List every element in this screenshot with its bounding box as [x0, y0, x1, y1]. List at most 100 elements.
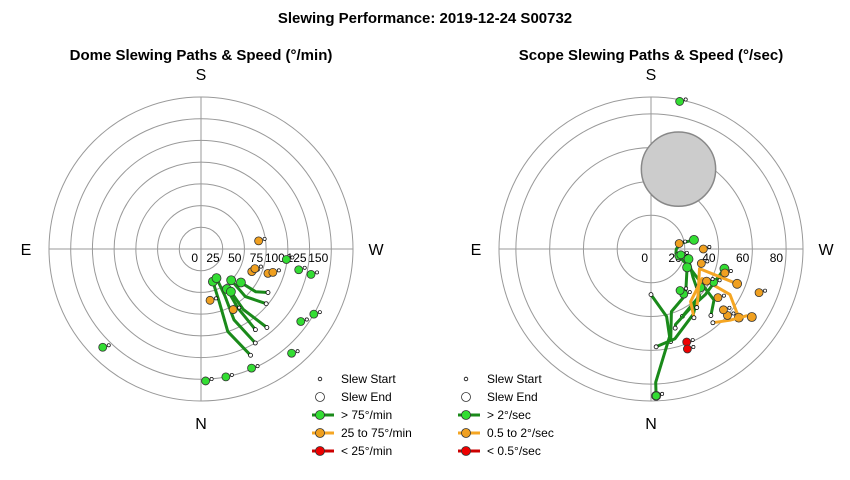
scope-legend-end-symbol [461, 392, 471, 402]
scope-slew-start-marker [684, 250, 689, 255]
dome-slew-start-marker [106, 343, 111, 348]
scope-slew-point-medium [702, 276, 711, 286]
scope-slew-start-marker [731, 311, 736, 316]
dome-cardinal-top: S [196, 67, 207, 84]
dome-legend-label: Slew End [341, 390, 392, 404]
scope-legend-dot-medium [461, 428, 471, 438]
scope-slew-start-marker [653, 344, 659, 350]
scope-slew-start-marker [708, 313, 714, 318]
dome-legend-label: > 75°/min [341, 408, 392, 422]
dome-slew-start-marker [209, 376, 214, 381]
dome-slew-point-fast [309, 309, 319, 319]
dome-ring-label: 100 [265, 251, 285, 265]
dome-slew-start-marker [265, 290, 271, 295]
scope-subtitle: Scope Slewing Paths & Speed (°/sec) [519, 47, 783, 64]
dome-slew-start-marker [255, 364, 260, 369]
dome-slew-point-fast [294, 265, 304, 275]
scope-slew-end-marker [682, 262, 693, 273]
dome-ring-label: 50 [228, 251, 242, 265]
dome-legend-label: Slew Start [341, 372, 396, 386]
dome-legend-dot-slow [315, 446, 325, 456]
scope-slew-point-medium [713, 293, 723, 303]
dome-cardinal-left: E [21, 242, 32, 259]
scope-slew-end-marker [732, 278, 743, 289]
scope-slew-point-fast [675, 286, 685, 295]
dome-slew-start-marker [229, 372, 234, 377]
dome-slew-start-marker [315, 270, 319, 275]
scope-slew-point-slow [682, 344, 692, 354]
scope-cardinal-left: E [471, 242, 482, 259]
dome-legend-dot-medium [315, 428, 325, 438]
scope-legend-dot-fast [461, 410, 471, 420]
dome-slew-path-fast [229, 290, 269, 329]
scope-slew-point-medium [719, 305, 728, 315]
scope-slew-start-marker [710, 277, 715, 282]
dome-slew-point-fast [281, 255, 291, 264]
dome-slew-start-marker [252, 340, 258, 346]
scope-slew-point-medium [720, 268, 730, 278]
scope-slew-end-marker [689, 234, 699, 245]
scope-ring-label: 0 [641, 251, 648, 265]
scope-legend-label: < 0.5°/sec [487, 444, 541, 458]
dome-cardinal-bottom: N [195, 416, 207, 433]
dome-slew-start-marker [252, 327, 258, 333]
dome-ring-label: 25 [206, 251, 220, 265]
scope-slew-start-marker [705, 259, 710, 264]
scope-slew-start-marker [707, 245, 712, 249]
dome-legend-end-symbol [315, 392, 325, 402]
dome-slew-point-fast [296, 317, 306, 326]
scope-slew-start-marker [660, 391, 665, 396]
dome-slew-start-marker [317, 310, 322, 315]
scope-slew-end-marker [683, 254, 694, 264]
dome-ring-label: 0 [191, 251, 198, 265]
scope-slew-start-marker [717, 278, 722, 283]
dome-slew-point-medium [268, 267, 278, 277]
scope-slew-point-medium [698, 244, 708, 254]
dome-slew-start-marker [264, 325, 270, 330]
dome-slew-point-medium [228, 305, 238, 314]
dome-slew-point-fast [221, 372, 231, 382]
scope-slew-start-marker [683, 239, 688, 244]
scope-cardinal-right: W [818, 242, 834, 259]
dome-slew-start-marker [295, 349, 300, 354]
dome-slew-point-medium [254, 236, 264, 246]
dome-legend-start-symbol [317, 376, 323, 382]
scope-slew-start-marker [727, 305, 732, 310]
scope-legend-dot-slow [461, 446, 471, 456]
scope-slew-point-fast [651, 391, 661, 401]
dome-legend-label: 25 to 75°/min [341, 426, 412, 440]
scope-slew-start-marker [710, 320, 716, 326]
scope-slew-start-marker [683, 97, 688, 102]
scope-slew-start-marker [648, 292, 654, 298]
dome-slew-end-marker [226, 275, 237, 286]
dome-slew-end-marker [236, 277, 246, 288]
scope-legend-label: Slew End [487, 390, 538, 404]
scope-slew-start-marker [722, 293, 726, 298]
dome-slew-start-marker [262, 236, 267, 241]
dome-slew-point-fast [201, 376, 211, 386]
scope-legend-label: Slew Start [487, 372, 542, 386]
scope-slew-point-fast [676, 250, 686, 260]
scope-legend-label: 0.5 to 2°/sec [487, 426, 554, 440]
dome-slew-point-medium [250, 264, 260, 274]
scope-slew-path-medium [695, 267, 739, 310]
scope-slew-start-marker [672, 325, 678, 331]
dome-legend-label: < 25°/min [341, 444, 392, 458]
scope-slew-start-marker [691, 345, 696, 349]
dome-panel: Dome Slewing Paths & Speed (°/min) S N E… [21, 47, 412, 458]
scope-slew-start-marker [694, 305, 700, 310]
dome-slew-start-marker [258, 264, 263, 269]
dome-legend-dot-fast [315, 410, 325, 420]
figure-title: Slewing Performance: 2019-12-24 S00732 [278, 10, 572, 27]
dome-slew-point-fast [287, 348, 297, 358]
scope-ring-label: 80 [770, 251, 784, 265]
dome-ring-label: 125 [287, 251, 307, 265]
scope-slew-start-marker [691, 315, 697, 321]
scope-legend-label: > 2°/sec [487, 408, 531, 422]
dome-slew-start-marker [214, 296, 218, 301]
dome-slew-path-fast [239, 281, 270, 294]
dome-slew-start-marker [248, 352, 253, 358]
dome-ring-label: 75 [250, 251, 264, 265]
